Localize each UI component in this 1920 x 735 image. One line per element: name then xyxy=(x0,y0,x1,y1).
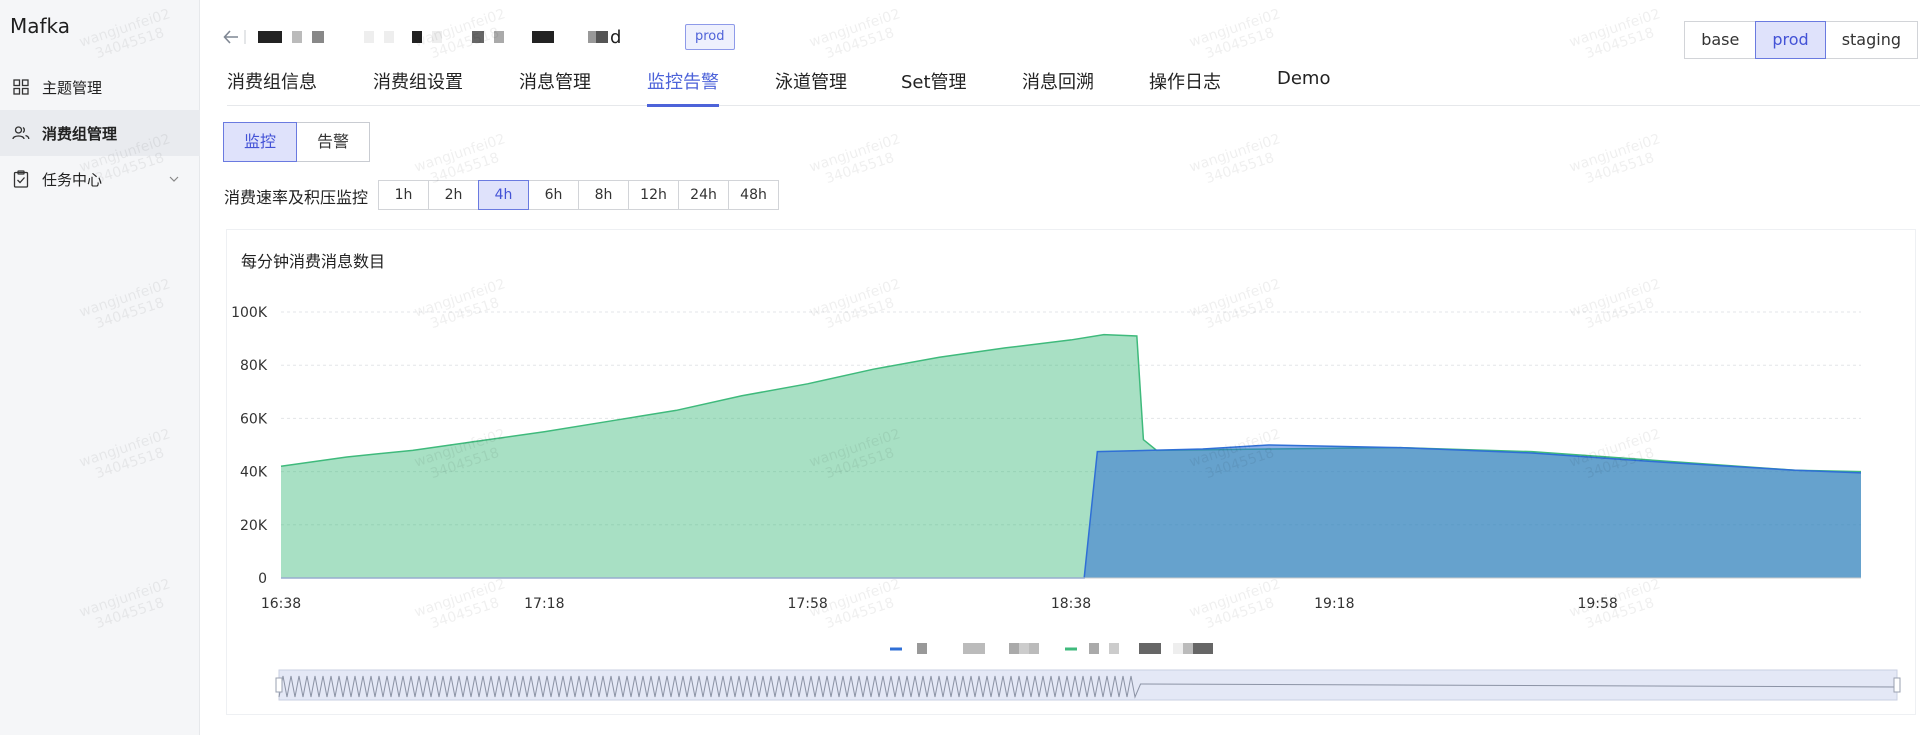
zoom-handle-left[interactable] xyxy=(275,677,283,693)
redacted-block xyxy=(384,31,394,43)
tab-bar: 消费组信息 消费组设置 消息管理 监控告警 泳道管理 Set管理 消息回溯 操作… xyxy=(227,68,1920,107)
sidebar-item-label: 主题管理 xyxy=(42,78,103,97)
y-tick-label: 0 xyxy=(258,571,267,587)
sidebar-item-topics[interactable]: 主题管理 xyxy=(0,64,200,110)
brand-logo[interactable]: Mafka xyxy=(10,14,71,38)
x-tick-label: 17:18 xyxy=(524,596,564,612)
x-tick-label: 17:58 xyxy=(787,596,827,612)
range-12h[interactable]: 12h xyxy=(628,180,679,210)
legend-label-redacted xyxy=(1089,643,1099,654)
monitor-alert-switch: 监控 告警 xyxy=(223,122,371,162)
tab-message-backtrack[interactable]: 消息回溯 xyxy=(1022,72,1094,93)
redacted-block xyxy=(258,31,282,43)
redacted-block xyxy=(412,31,422,43)
series-line-2 xyxy=(281,444,1862,579)
series-area-2 xyxy=(281,445,1861,578)
sidebar-item-label: 消费组管理 xyxy=(42,124,118,143)
back-arrow-icon[interactable] xyxy=(222,26,248,48)
redacted-block xyxy=(432,31,442,43)
y-tick-label: 80K xyxy=(240,358,268,374)
grid-icon xyxy=(12,78,30,96)
users-icon xyxy=(12,124,30,142)
watermark-line2: 34045518 xyxy=(823,149,897,188)
tab-set-management[interactable]: Set管理 xyxy=(901,72,967,93)
sidebar-item-label: 任务中心 xyxy=(42,170,103,189)
legend-label-redacted xyxy=(1029,643,1039,654)
time-range-selector: 1h 2h 4h 6h 8h 12h 24h 48h xyxy=(378,180,779,210)
redacted-block xyxy=(472,31,484,43)
watermark-line1: wangjunfei02 xyxy=(412,131,508,176)
legend-label-redacted xyxy=(917,643,927,654)
tab-group-settings[interactable]: 消费组设置 xyxy=(373,72,463,93)
env-tag: prod xyxy=(685,24,735,50)
legend-label-redacted xyxy=(1183,643,1193,654)
env-option-base[interactable]: base xyxy=(1684,21,1757,59)
redacted-block xyxy=(596,31,608,43)
range-6h[interactable]: 6h xyxy=(528,180,579,210)
chart-card: 100K 80K 60K 40K 20K 0 16:38 17:18 17:58 18:38 19:… xyxy=(226,229,1916,715)
range-48h[interactable]: 48h xyxy=(728,180,779,210)
title-suffix: d xyxy=(610,26,622,48)
legend-label-redacted xyxy=(1139,643,1161,654)
tab-swimlane-management[interactable]: 泳道管理 xyxy=(775,72,847,93)
x-tick-label: 19:58 xyxy=(1577,596,1617,612)
alert-button[interactable]: 告警 xyxy=(296,122,371,162)
legend-label-redacted xyxy=(1009,643,1019,654)
page-header: d prod base prod staging 消费组信息 消费组设置 消息管… xyxy=(200,0,1920,110)
redacted-block xyxy=(494,31,504,43)
tab-demo[interactable]: Demo xyxy=(1277,68,1331,89)
watermark-line2: 34045518 xyxy=(1203,149,1277,188)
chevron-down-icon[interactable] xyxy=(166,171,182,187)
chart-title: 每分钟消费消息数目 xyxy=(241,252,386,271)
tab-message-management[interactable]: 消息管理 xyxy=(519,72,591,93)
zoom-handle-right[interactable] xyxy=(1893,677,1901,693)
range-8h[interactable]: 8h xyxy=(578,180,629,210)
watermark-line1: wangjunfei02 xyxy=(1187,131,1283,176)
x-tick-label: 18:38 xyxy=(1051,596,1091,612)
range-1h[interactable]: 1h xyxy=(378,180,429,210)
y-tick-label: 40K xyxy=(240,465,268,481)
env-option-prod[interactable]: prod xyxy=(1755,21,1826,59)
watermark-line2: 34045518 xyxy=(1583,149,1657,188)
redacted-block xyxy=(292,31,302,43)
consumption-chart: 100K 80K 60K 40K 20K 0 16:38 17:18 17:58 18:38 19:… xyxy=(231,305,1901,701)
tab-monitoring-alerts[interactable]: 监控告警 xyxy=(647,68,719,107)
legend-label-redacted xyxy=(1193,643,1213,654)
range-2h[interactable]: 2h xyxy=(428,180,479,210)
legend-label-redacted xyxy=(963,643,985,654)
tab-operation-log[interactable]: 操作日志 xyxy=(1149,72,1221,93)
redacted-block xyxy=(364,31,374,43)
legend-label-redacted xyxy=(1109,643,1119,654)
y-tick-label: 60K xyxy=(240,411,268,427)
consumer-group-name: d xyxy=(258,26,622,48)
x-tick-label: 19:18 xyxy=(1314,596,1354,612)
monitor-button[interactable]: 监控 xyxy=(223,122,298,162)
range-label: 消费速率及积压监控 xyxy=(224,188,369,207)
range-24h[interactable]: 24h xyxy=(678,180,729,210)
legend-label-redacted xyxy=(1173,643,1183,654)
x-tick-label: 16:38 xyxy=(261,596,301,612)
watermark-line1: wangjunfei02 xyxy=(1567,131,1663,176)
zoom-slider-preview xyxy=(278,675,1898,699)
redacted-block xyxy=(588,31,596,43)
env-option-staging[interactable]: staging xyxy=(1824,21,1918,59)
clipboard-icon xyxy=(12,170,30,188)
y-tick-label: 100K xyxy=(231,305,268,321)
legend-label-redacted xyxy=(1019,643,1029,654)
watermark-line1: wangjunfei02 xyxy=(807,131,903,176)
redacted-block xyxy=(312,31,324,43)
env-switch: base prod staging xyxy=(1684,21,1918,59)
sidebar-item-consumer-groups[interactable]: 消费组管理 xyxy=(0,110,200,156)
sidebar: Mafka 主题管理 消费组管理 任务中心 xyxy=(0,0,200,735)
range-4h[interactable]: 4h xyxy=(478,180,529,210)
sidebar-item-task-center[interactable]: 任务中心 xyxy=(0,156,200,202)
y-tick-label: 20K xyxy=(240,518,268,534)
tab-group-info[interactable]: 消费组信息 xyxy=(227,72,317,93)
redacted-block xyxy=(532,31,554,43)
